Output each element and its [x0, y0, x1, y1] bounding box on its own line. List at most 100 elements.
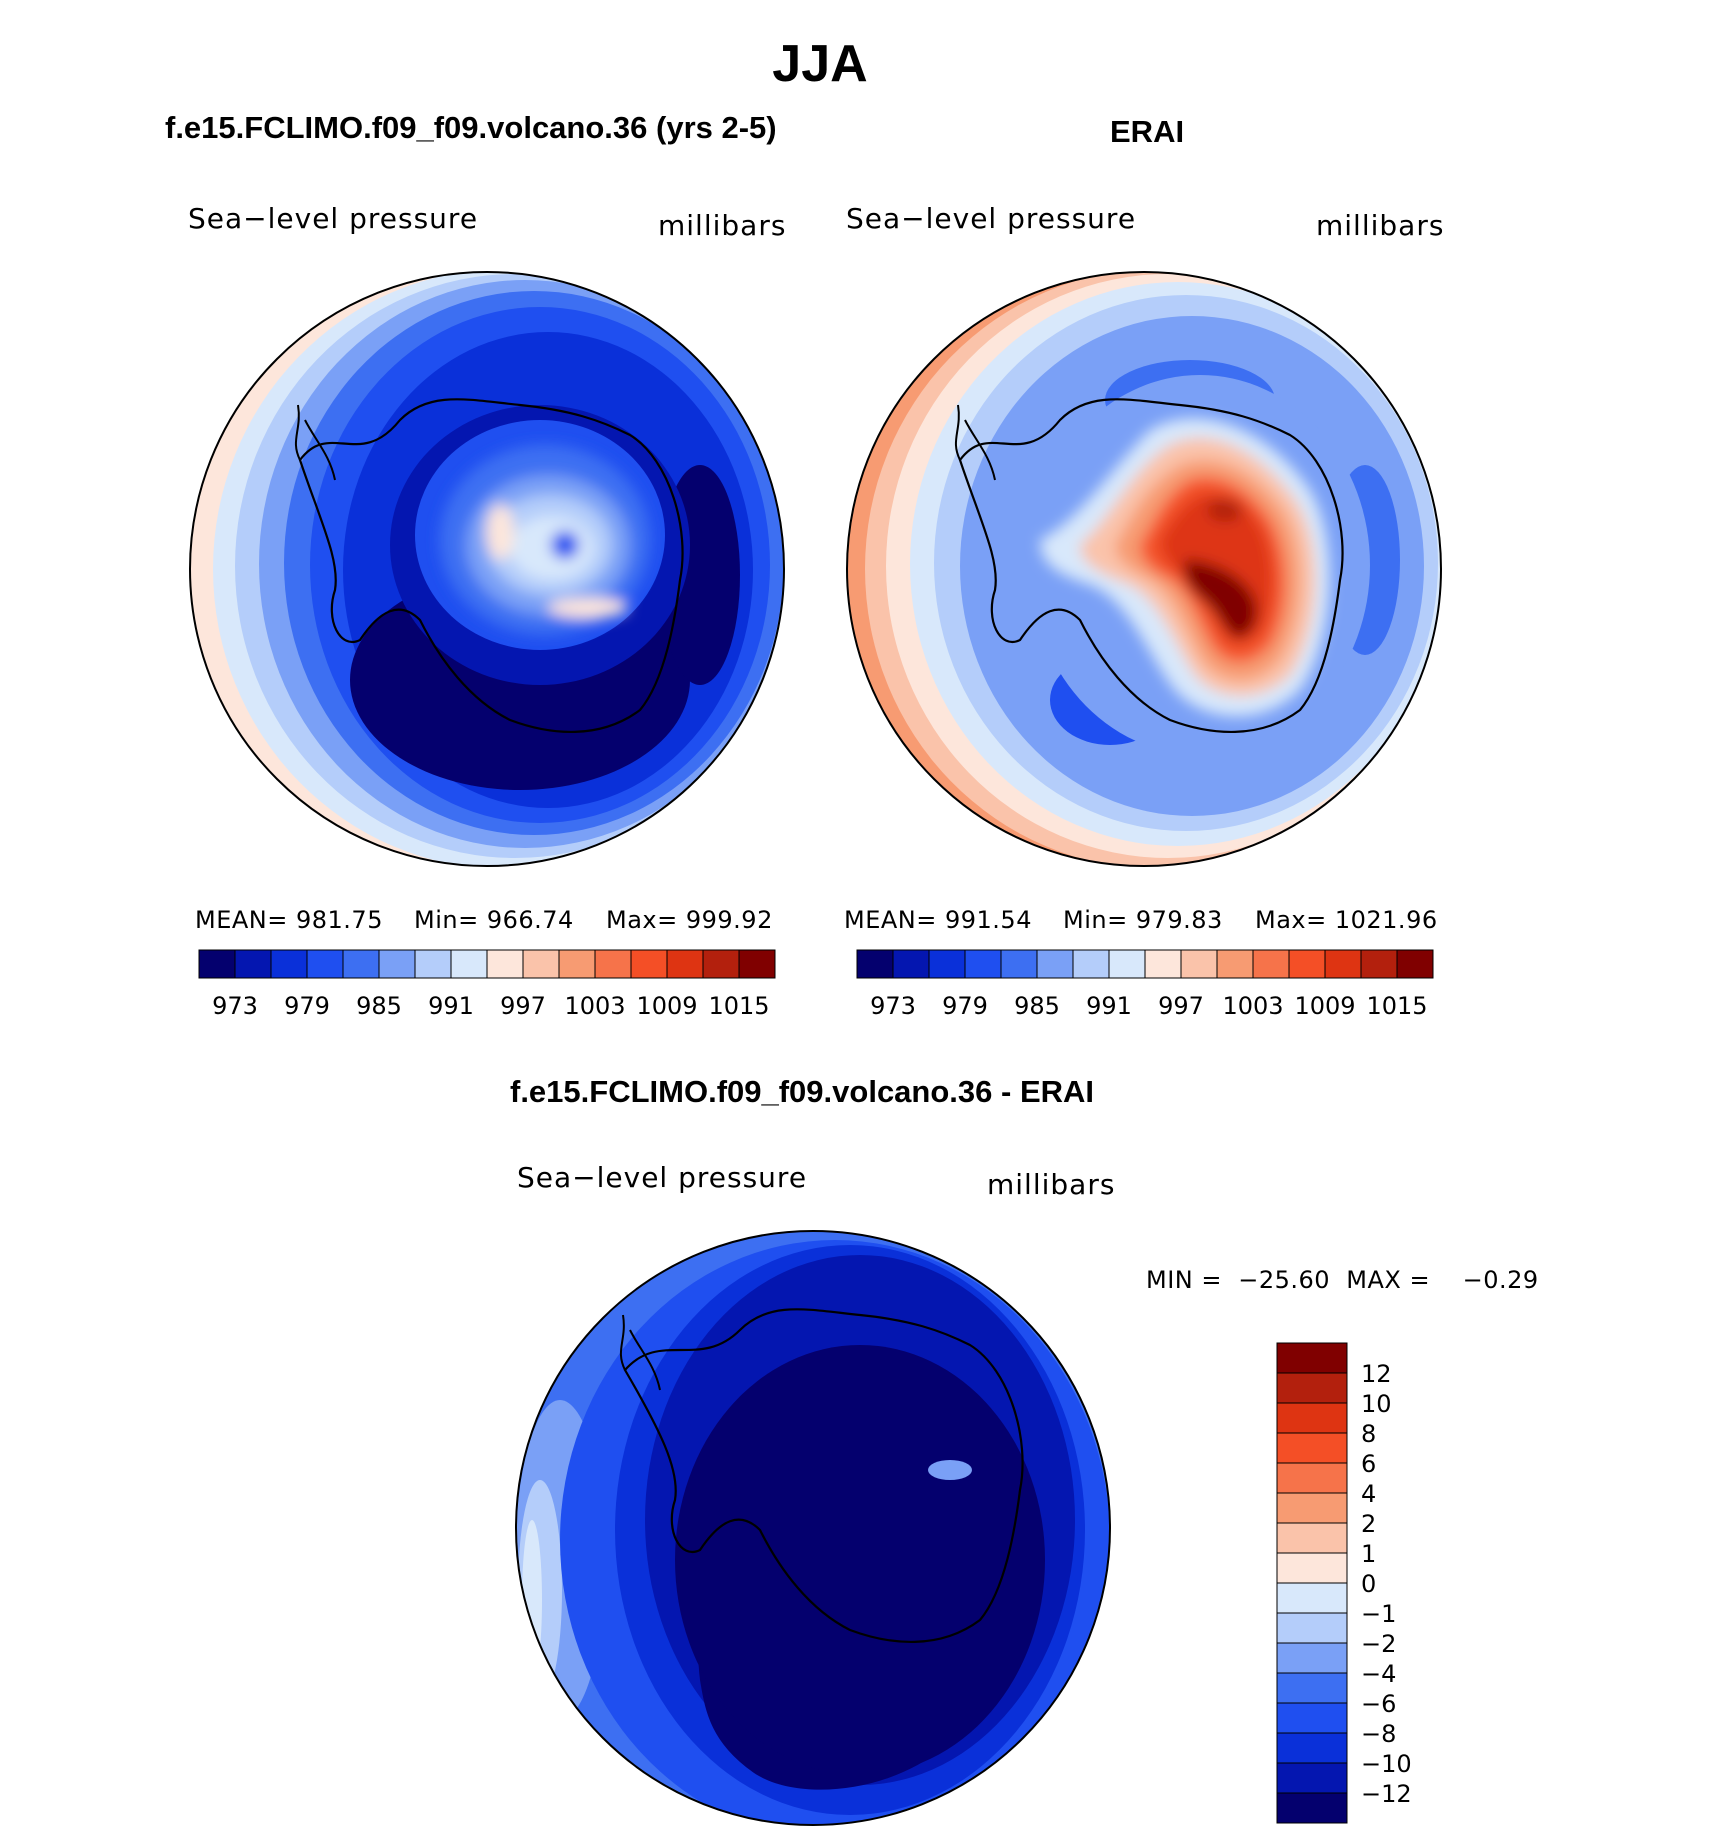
figure-title: JJA: [772, 35, 868, 93]
diff-colorbar-swatch: [1276, 1792, 1348, 1824]
obs-colorbar-swatch: [928, 949, 966, 979]
diff-colorbar-swatch: [1276, 1522, 1348, 1554]
diff-units-label: millibars: [987, 1168, 1116, 1201]
model-colorbar-swatch: [270, 949, 308, 979]
diff-colorbar-tick-label: −8: [1361, 1720, 1396, 1748]
diff-map-border: [515, 1230, 1111, 1826]
model-colorbar-tick-label: 1003: [564, 992, 625, 1020]
obs-colorbar-swatch: [1000, 949, 1038, 979]
model-colorbar-swatch: [450, 949, 488, 979]
model-colorbar-swatch: [702, 949, 740, 979]
obs-variable-label: Sea−level pressure: [846, 202, 1137, 235]
model-mean-stat: MEAN= 981.75: [195, 906, 383, 934]
obs-colorbar-swatch: [1288, 949, 1326, 979]
diff-colorbar-tick-label: −2: [1361, 1630, 1396, 1658]
obs-colorbar-swatch: [1108, 949, 1146, 979]
diff-colorbar-tick-label: 1: [1361, 1540, 1376, 1568]
obs-colorbar-tick-label: 991: [1086, 992, 1132, 1020]
obs-colorbar-swatch: [1324, 949, 1362, 979]
obs-colorbar-swatch: [1360, 949, 1398, 979]
model-units-label: millibars: [658, 209, 787, 242]
diff-panel-title: f.e15.FCLIMO.f09_f09.volcano.36 - ERAI: [510, 1074, 1095, 1109]
model-colorbar-tick-label: 991: [428, 992, 474, 1020]
diff-colorbar-tick-label: −10: [1361, 1750, 1412, 1778]
model-colorbar-swatch: [198, 949, 236, 979]
obs-colorbar-swatch: [1252, 949, 1290, 979]
diff-colorbar-tick-label: 4: [1361, 1480, 1376, 1508]
obs-colorbar-tick-label: 985: [1014, 992, 1060, 1020]
obs-colorbar: 973 979 985 991 997 1003 1009 1015: [856, 949, 1434, 1020]
diff-colorbar-tick-label: 6: [1361, 1450, 1376, 1478]
model-colorbar-tick-label: 979: [284, 992, 330, 1020]
diff-polar-map: [516, 1231, 1110, 1825]
obs-colorbar-swatch: [1144, 949, 1182, 979]
diff-colorbar-swatch: [1276, 1372, 1348, 1404]
obs-colorbar-swatch: [1072, 949, 1110, 979]
model-colorbar-swatch: [342, 949, 380, 979]
obs-colorbar-swatch: [1036, 949, 1074, 979]
model-colorbar-swatch: [306, 949, 344, 979]
model-colorbar-swatch: [522, 949, 560, 979]
diff-colorbar-swatch: [1276, 1732, 1348, 1764]
diff-colorbar-swatch: [1276, 1612, 1348, 1644]
obs-colorbar-tick-label: 1015: [1366, 992, 1427, 1020]
obs-colorbar-tick-label: 997: [1158, 992, 1204, 1020]
model-polar-map: [190, 272, 784, 866]
diff-colorbar-swatch: [1276, 1762, 1348, 1794]
obs-mean-stat: MEAN= 991.54: [844, 906, 1032, 934]
model-map-border: [189, 271, 785, 867]
model-colorbar-tick-label: 1015: [708, 992, 769, 1020]
diff-colorbar-tick-label: −1: [1361, 1600, 1396, 1628]
model-colorbar-swatch: [486, 949, 524, 979]
diff-minmax-stat: MIN = −25.60 MAX = −0.29: [1146, 1266, 1539, 1294]
diff-colorbar-tick-label: 8: [1361, 1420, 1376, 1448]
obs-min-stat: Min= 979.83: [1063, 906, 1223, 934]
model-colorbar-tick-label: 973: [212, 992, 258, 1020]
diff-colorbar-tick-label: 12: [1361, 1360, 1392, 1388]
model-min-stat: Min= 966.74: [414, 906, 574, 934]
diff-colorbar-tick-label: 2: [1361, 1510, 1376, 1538]
obs-polar-map: [847, 272, 1441, 866]
model-panel-title: f.e15.FCLIMO.f09_f09.volcano.36 (yrs 2-5…: [165, 110, 777, 145]
model-colorbar-swatch: [414, 949, 452, 979]
obs-colorbar-swatch: [856, 949, 894, 979]
diff-colorbar-swatch: [1276, 1432, 1348, 1464]
diff-colorbar-tick-label: −4: [1361, 1660, 1396, 1688]
model-variable-label: Sea−level pressure: [188, 202, 479, 235]
model-colorbar-tick-label: 1009: [636, 992, 697, 1020]
obs-colorbar-swatch: [892, 949, 930, 979]
obs-colorbar-tick-label: 1003: [1222, 992, 1283, 1020]
diff-colorbar-swatch: [1276, 1342, 1348, 1374]
diff-colorbar-swatch: [1276, 1462, 1348, 1494]
model-colorbar-tick-label: 997: [500, 992, 546, 1020]
obs-colorbar-tick-label: 979: [942, 992, 988, 1020]
model-colorbar-swatch: [630, 949, 668, 979]
diff-colorbar-swatch: [1276, 1672, 1348, 1704]
obs-units-label: millibars: [1316, 209, 1445, 242]
obs-colorbar-swatch: [964, 949, 1002, 979]
diff-colorbar-swatch: [1276, 1702, 1348, 1734]
obs-max-stat: Max= 1021.96: [1255, 906, 1438, 934]
diff-colorbar-swatch: [1276, 1582, 1348, 1614]
model-colorbar-swatch: [378, 949, 416, 979]
diff-colorbar-swatch: [1276, 1552, 1348, 1584]
diff-colorbar-swatch: [1276, 1402, 1348, 1434]
obs-panel-title: ERAI: [1110, 114, 1185, 149]
diff-colorbar-tick-label: 0: [1361, 1570, 1376, 1598]
diff-colorbar-swatch: [1276, 1642, 1348, 1674]
obs-map-border: [846, 271, 1442, 867]
diff-colorbar-tick-label: −12: [1361, 1780, 1412, 1808]
diff-colorbar-swatch: [1276, 1492, 1348, 1524]
model-colorbar-swatch: [234, 949, 272, 979]
model-colorbar-swatch: [558, 949, 596, 979]
model-colorbar-swatch: [594, 949, 632, 979]
obs-colorbar-swatch: [1180, 949, 1218, 979]
obs-colorbar-tick-label: 973: [870, 992, 916, 1020]
diff-colorbar-tick-label: −6: [1361, 1690, 1396, 1718]
model-colorbar-swatch: [738, 949, 776, 979]
obs-colorbar-swatch: [1216, 949, 1254, 979]
model-max-stat: Max= 999.92: [606, 906, 773, 934]
diff-variable-label: Sea−level pressure: [517, 1161, 808, 1194]
